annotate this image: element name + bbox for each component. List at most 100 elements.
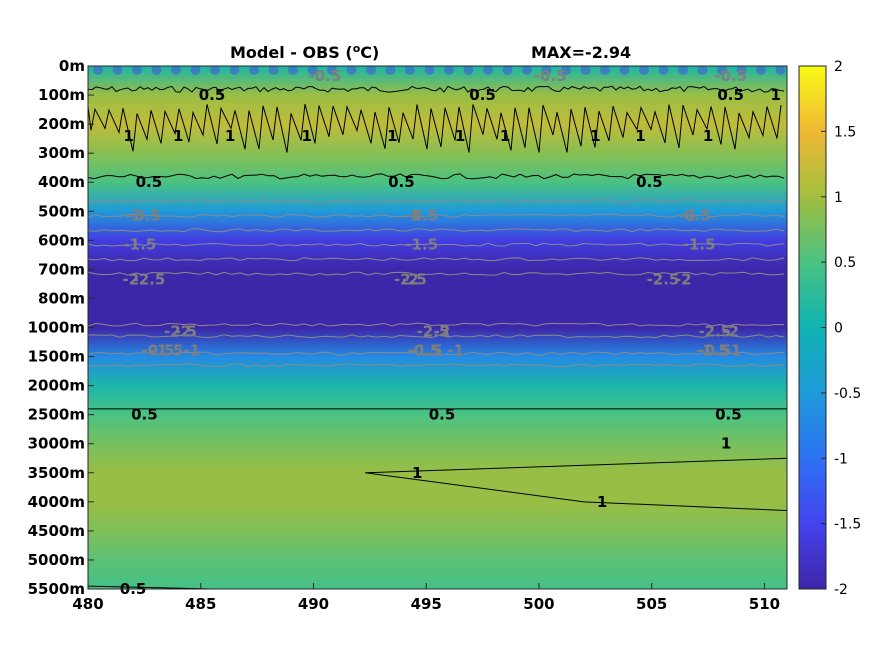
contour-label: 1 bbox=[173, 127, 183, 145]
contour-label: -1 bbox=[183, 342, 200, 360]
surface-ripple bbox=[346, 66, 357, 75]
surface-ripple bbox=[561, 66, 571, 75]
y-tick-label: 700m bbox=[38, 260, 85, 278]
contour-0.5-upper bbox=[88, 85, 785, 93]
y-tick-label: 2500m bbox=[28, 406, 85, 424]
surface-ripple bbox=[151, 66, 162, 75]
y-tick-label: 3000m bbox=[28, 435, 85, 453]
x-tick-label: 495 bbox=[411, 595, 442, 613]
heatmap-field bbox=[88, 66, 787, 589]
contour-grey-1500mb bbox=[88, 363, 785, 368]
contour-grey-500mb bbox=[88, 213, 785, 218]
x-tick-label: 480 bbox=[72, 595, 103, 613]
contour-label: 0.5 bbox=[388, 173, 415, 191]
contour-label: -2.5 bbox=[647, 270, 680, 288]
y-tick-label: 600m bbox=[38, 231, 85, 249]
surface-ripple bbox=[327, 66, 337, 75]
y-tick-label: 2000m bbox=[28, 377, 85, 395]
contour-label: 1 bbox=[455, 127, 465, 145]
y-tick-label: 5000m bbox=[28, 551, 85, 569]
surface-ripple bbox=[580, 66, 591, 75]
contour-label: 1 bbox=[500, 127, 510, 145]
colorbar-tick-label: 0 bbox=[834, 321, 843, 337]
surface-ripple bbox=[268, 66, 279, 75]
contour-label: -0.5 bbox=[534, 67, 567, 85]
colorbar: 2 1.5 1 0.5 0 -0.5 -1 -1.5 -2 bbox=[798, 59, 861, 598]
contour-label: -0.5 bbox=[408, 342, 441, 360]
x-tick-label: 500 bbox=[523, 595, 554, 613]
surface-ripple bbox=[385, 66, 396, 75]
contour-label: -2.5 bbox=[132, 270, 165, 288]
x-tick-label: 485 bbox=[185, 595, 216, 613]
x-axis: 480 485 490 495 500 505 510 bbox=[72, 583, 780, 613]
surface-ripple bbox=[717, 66, 727, 75]
contour-label: -1.5 bbox=[696, 342, 729, 360]
title-post: C) bbox=[360, 43, 379, 62]
plot-area: 0.5 0.5 0.5-0.5 -0.5 -0.51 1 1 1 1 1 1 1 1 110.5 0.5 0.… bbox=[28, 57, 788, 613]
colorbar-tick-label: -1.5 bbox=[834, 517, 861, 533]
contour-label: 0.5 bbox=[636, 173, 663, 191]
contour-label: -1 bbox=[679, 206, 696, 224]
contour-label: 0.5 bbox=[715, 406, 742, 424]
contour-label: 1 bbox=[590, 127, 600, 145]
surface-ripple bbox=[522, 66, 532, 75]
contour-label: 1 bbox=[721, 435, 731, 453]
contour-label: -1.5 bbox=[123, 235, 156, 253]
contour-lines bbox=[88, 85, 787, 589]
colorbar-tick-label: 1.5 bbox=[834, 124, 856, 140]
y-tick-label: 500m bbox=[38, 202, 85, 220]
surface-ripple bbox=[288, 66, 298, 75]
contour-label: 1 bbox=[387, 127, 397, 145]
contour-label: -0.5 bbox=[714, 67, 747, 85]
surface-ripple bbox=[502, 66, 513, 75]
contour-label: -1.5 bbox=[151, 342, 184, 360]
contour-label: -0.5 bbox=[678, 206, 711, 224]
surface-ripple bbox=[600, 66, 610, 75]
y-tick-label: 100m bbox=[38, 86, 85, 104]
title-sup: o bbox=[353, 42, 361, 55]
title-pre: Model - OBS ( bbox=[230, 43, 353, 62]
contour-label: -2 bbox=[434, 323, 451, 341]
y-tick-label: 200m bbox=[38, 115, 85, 133]
colorbar-tick-label: -2 bbox=[834, 582, 848, 598]
surface-ripple bbox=[190, 66, 201, 75]
surface-ripple bbox=[132, 66, 142, 75]
surface-ripple bbox=[697, 66, 708, 75]
contour-label: -1.5 bbox=[405, 235, 438, 253]
surface-ripples bbox=[93, 66, 786, 75]
contour-labels: 0.5 0.5 0.5-0.5 -0.5 -0.51 1 1 1 1 1 1 1 1 110.5 0.5 0.… bbox=[120, 67, 781, 598]
y-tick-label: 4500m bbox=[28, 522, 85, 540]
contour-1-deep-upper bbox=[365, 457, 787, 474]
y-tick-label: 800m bbox=[38, 289, 85, 307]
max-annotation: MAX=-2.94 bbox=[531, 43, 631, 62]
contour-grey-500m bbox=[88, 199, 784, 204]
colorbar-tick-label: -0.5 bbox=[834, 386, 861, 402]
y-axis: 0m 100m 200m 300m 400m 500m 600m 700m 800m 1000m 1… bbox=[28, 57, 94, 598]
contour-label: -1.5 bbox=[683, 235, 716, 253]
surface-ripple bbox=[171, 66, 181, 75]
y-tick-label: 1500m bbox=[28, 348, 85, 366]
contour-label: -1 bbox=[725, 342, 742, 360]
surface-ripple bbox=[541, 66, 552, 75]
y-tick-label: 3500m bbox=[28, 464, 85, 482]
y-tick-label: 1000m bbox=[28, 319, 85, 337]
contour-grey-600m bbox=[88, 228, 785, 233]
contour-0.5-400 bbox=[88, 173, 785, 180]
surface-ripple bbox=[112, 66, 123, 75]
colorbar-ticks: 2 1.5 1 0.5 0 -0.5 -1 -1.5 -2 bbox=[821, 59, 861, 598]
y-tick-label: 0m bbox=[59, 57, 85, 75]
surface-ripple bbox=[210, 66, 220, 75]
contour-grey-1000m bbox=[88, 322, 785, 327]
contour-label: -0.5 bbox=[128, 206, 161, 224]
surface-ripple bbox=[678, 66, 688, 75]
contour-label: -0.5 bbox=[308, 67, 341, 85]
x-tick-label: 490 bbox=[298, 595, 329, 613]
contour-label: -2.5 bbox=[394, 270, 427, 288]
contour-label: -2 bbox=[675, 270, 692, 288]
contour-label: 1 bbox=[302, 127, 312, 145]
contour-label: -1 bbox=[125, 206, 142, 224]
contour-label: -0.5 bbox=[405, 206, 438, 224]
surface-ripple bbox=[444, 66, 454, 75]
contour-label: -2.5 bbox=[698, 323, 731, 341]
